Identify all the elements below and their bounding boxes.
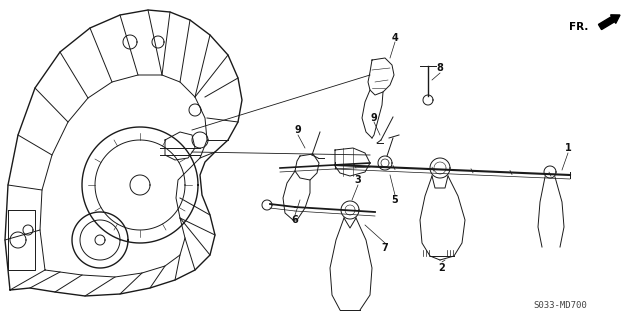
Text: 1: 1: [564, 143, 572, 153]
Text: 2: 2: [438, 263, 445, 273]
Text: 7: 7: [381, 243, 388, 253]
Text: 9: 9: [294, 125, 301, 135]
Text: 8: 8: [436, 63, 444, 73]
Text: 3: 3: [355, 175, 362, 185]
Text: 5: 5: [392, 195, 398, 205]
Text: S033-MD700: S033-MD700: [533, 300, 587, 309]
Text: 9: 9: [371, 113, 378, 123]
Text: 4: 4: [392, 33, 398, 43]
Text: FR.: FR.: [568, 22, 588, 32]
FancyArrow shape: [598, 15, 620, 30]
Text: 6: 6: [292, 215, 298, 225]
